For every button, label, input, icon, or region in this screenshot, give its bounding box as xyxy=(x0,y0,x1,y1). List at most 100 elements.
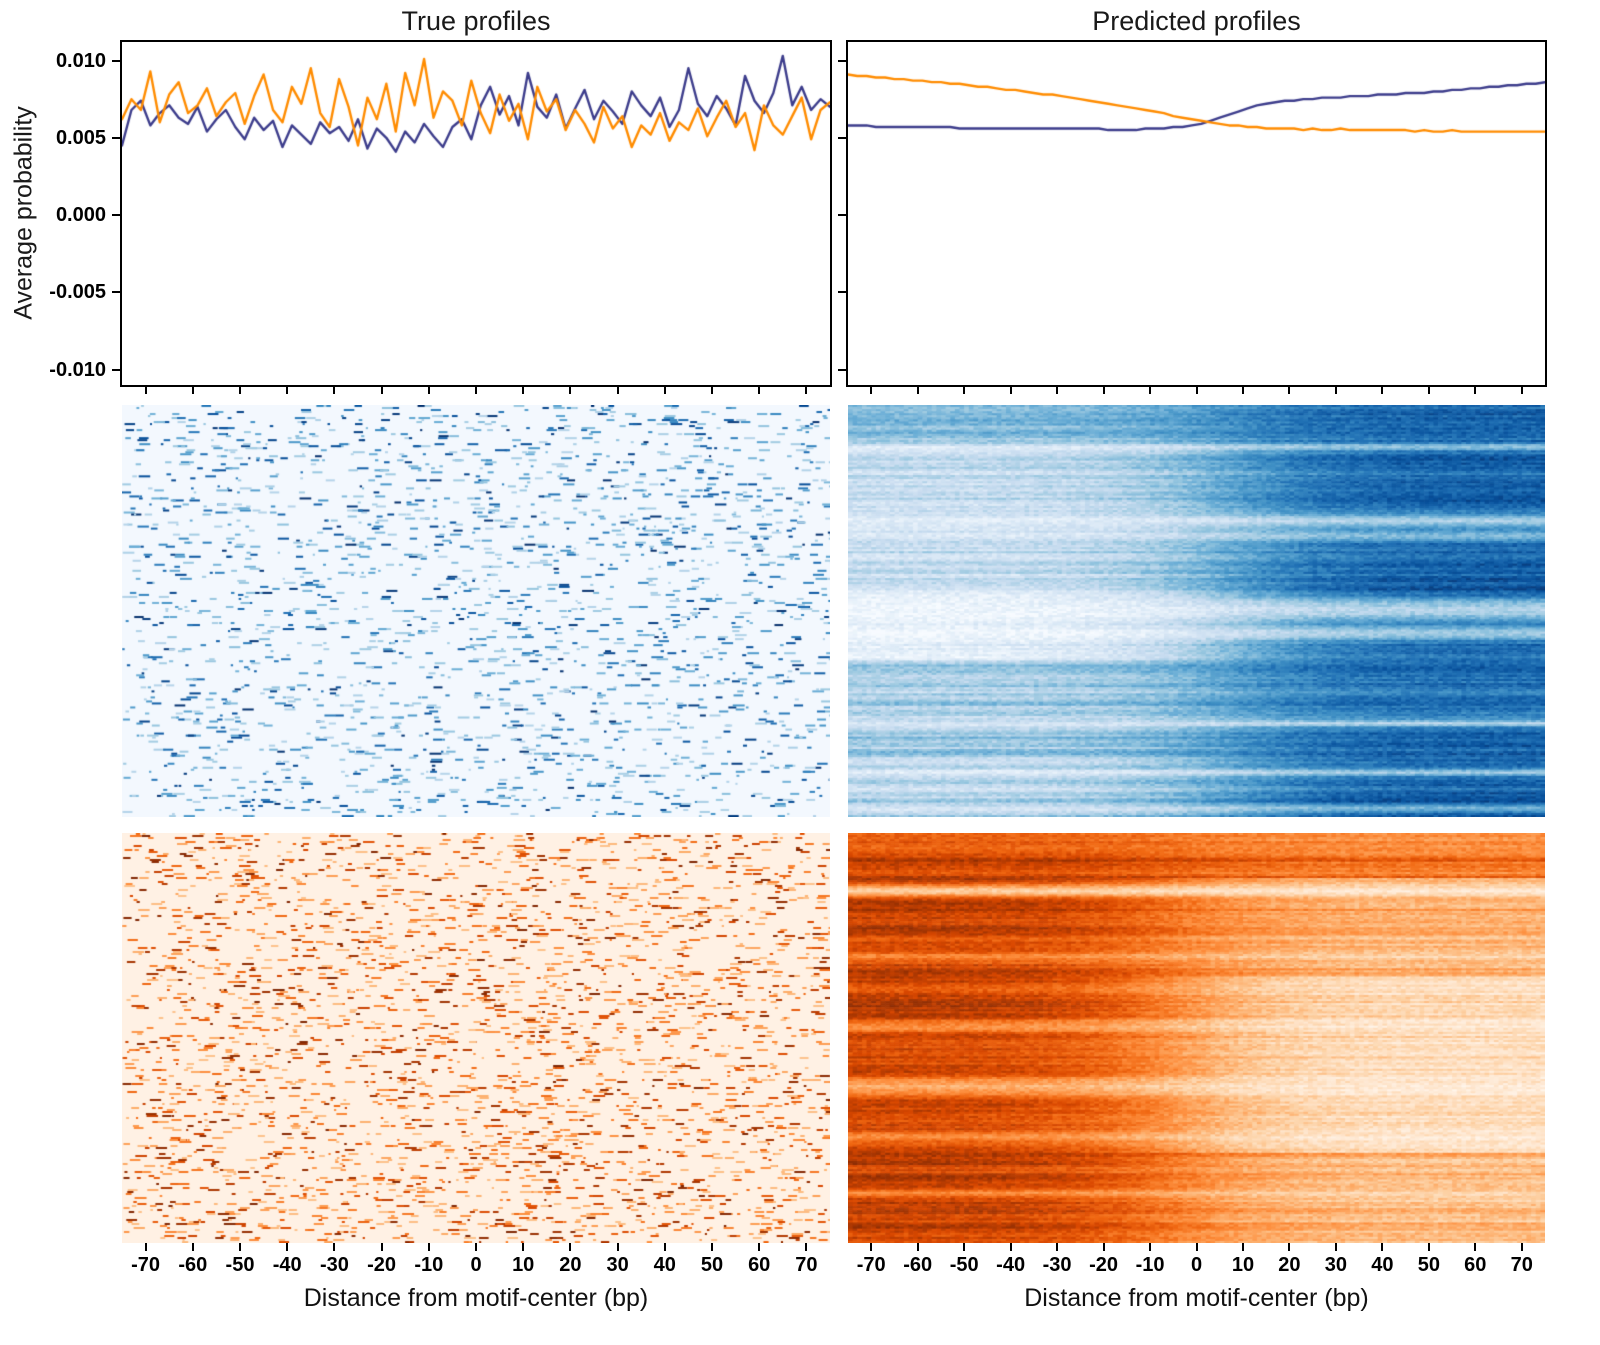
x-tick xyxy=(1288,387,1291,394)
x-tick xyxy=(916,1243,919,1251)
x-tick xyxy=(380,1243,383,1251)
x-tick-label: 10 xyxy=(1231,1254,1255,1276)
x-tick xyxy=(144,387,147,394)
y-tick-label: -0.005 xyxy=(49,281,106,304)
x-tick xyxy=(1520,387,1523,394)
y-tick-label: 0.005 xyxy=(55,126,106,149)
x-tick-label: -10 xyxy=(1135,1254,1165,1276)
y-tick xyxy=(838,136,846,139)
heatmap-true-blue-canvas xyxy=(122,405,830,817)
x-tick xyxy=(569,387,572,394)
x-tick xyxy=(427,1243,430,1251)
x-tick-label: -70 xyxy=(856,1254,886,1276)
predicted-orange-heatmap-panel xyxy=(848,833,1545,1243)
x-tick-label: 50 xyxy=(1417,1254,1440,1276)
y-tick xyxy=(838,59,846,62)
x-tick xyxy=(758,1243,761,1251)
x-tick xyxy=(286,387,289,394)
true-orange-heatmap-panel xyxy=(122,833,830,1243)
x-tick xyxy=(663,387,666,394)
x-tick-label: -20 xyxy=(1089,1254,1119,1276)
x-tick-label: 70 xyxy=(1510,1254,1533,1276)
x-tick xyxy=(1334,387,1337,394)
y-tick-label: -0.010 xyxy=(49,358,106,381)
x-tick xyxy=(758,387,761,394)
x-tick-label: 40 xyxy=(1371,1254,1394,1276)
x-tick xyxy=(569,1243,572,1251)
y-tick xyxy=(838,368,846,371)
x-tick-label: -40 xyxy=(272,1254,302,1276)
y-tick xyxy=(112,291,120,294)
title-true-profiles: True profiles xyxy=(401,6,551,36)
x-tick xyxy=(427,387,430,394)
x-tick xyxy=(870,387,873,394)
x-tick-label: 0 xyxy=(470,1254,482,1276)
x-tick xyxy=(1474,387,1477,394)
x-tick-label: 20 xyxy=(1278,1254,1301,1276)
x-tick-label: 30 xyxy=(1324,1254,1348,1276)
x-tick-label: 20 xyxy=(559,1254,582,1276)
x-tick-label: 70 xyxy=(795,1254,818,1276)
x-tick xyxy=(805,1243,808,1251)
x-tick-label: -60 xyxy=(903,1254,933,1276)
heatmap-true-orange-canvas xyxy=(122,833,830,1243)
x-tick xyxy=(239,1243,241,1251)
title-predicted-profiles: Predicted profiles xyxy=(1092,6,1301,36)
x-axis-label-left: Distance from motif-center (bp) xyxy=(303,1284,649,1312)
predicted-profiles-panel xyxy=(846,40,1547,387)
x-tick-label: -30 xyxy=(319,1254,349,1276)
x-tick xyxy=(1009,1243,1012,1251)
x-tick xyxy=(333,387,336,394)
y-tick-label: 0.010 xyxy=(55,49,106,72)
x-tick xyxy=(1241,1243,1244,1251)
x-tick xyxy=(1149,1243,1152,1251)
x-tick-label: -10 xyxy=(414,1254,444,1276)
y-tick xyxy=(838,214,846,217)
true-blue-heatmap-panel xyxy=(122,405,830,817)
x-tick xyxy=(144,1243,147,1251)
x-tick-label: -60 xyxy=(178,1254,208,1276)
heatmap-predicted-orange-canvas xyxy=(848,833,1545,1243)
x-tick xyxy=(963,387,966,394)
line-true-canvas xyxy=(122,42,830,385)
x-tick xyxy=(191,1243,194,1251)
x-tick xyxy=(475,1243,477,1251)
y-tick xyxy=(112,368,120,371)
x-tick xyxy=(1102,387,1105,394)
x-tick xyxy=(1288,1243,1291,1251)
x-tick-label: 30 xyxy=(606,1254,629,1276)
x-tick xyxy=(870,1243,873,1251)
x-axis-label-right: Distance from motif-center (bp) xyxy=(1024,1284,1369,1312)
x-tick-label: 40 xyxy=(653,1254,676,1276)
y-tick xyxy=(838,291,846,294)
x-tick xyxy=(963,1243,966,1251)
x-tick xyxy=(663,1243,666,1251)
x-tick xyxy=(711,1243,713,1251)
x-tick xyxy=(1520,1243,1523,1251)
x-tick xyxy=(333,1243,336,1251)
x-tick xyxy=(191,387,194,394)
heatmap-predicted-blue-canvas xyxy=(848,405,1545,817)
x-tick xyxy=(1381,1243,1384,1251)
x-tick xyxy=(1474,1243,1477,1251)
x-tick xyxy=(805,387,808,394)
y-tick xyxy=(112,214,120,217)
x-tick xyxy=(522,1243,525,1251)
predicted-blue-heatmap-panel xyxy=(848,405,1545,817)
x-tick xyxy=(916,387,919,394)
line-predicted-canvas xyxy=(848,42,1545,385)
y-tick-label: 0.000 xyxy=(55,204,106,227)
x-tick xyxy=(1102,1243,1105,1251)
x-tick-label: -50 xyxy=(225,1254,255,1276)
x-tick xyxy=(1427,387,1430,394)
x-tick xyxy=(380,387,383,394)
x-tick xyxy=(286,1243,289,1251)
x-tick-label: 50 xyxy=(700,1254,724,1276)
x-tick xyxy=(1381,387,1384,394)
x-tick-label: 60 xyxy=(1464,1254,1487,1276)
x-tick xyxy=(616,1243,619,1251)
true-profiles-panel xyxy=(120,40,832,387)
x-tick-label: 10 xyxy=(512,1254,535,1276)
x-tick-label: -20 xyxy=(367,1254,397,1276)
x-tick xyxy=(239,387,241,394)
